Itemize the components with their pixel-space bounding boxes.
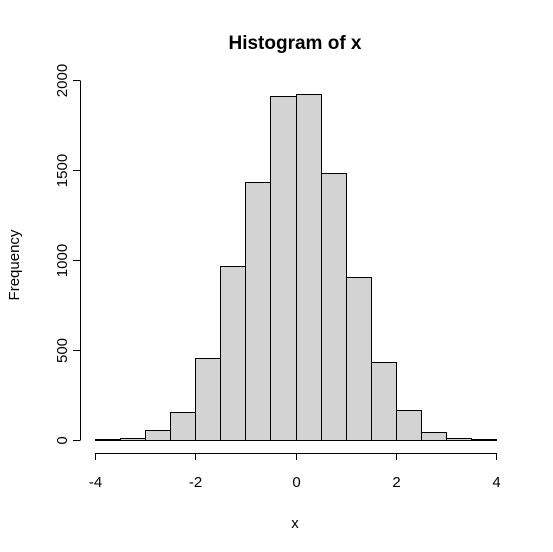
- histogram-bar: [321, 173, 347, 441]
- y-axis-ticks: 0 500 1000 1500 2000: [54, 64, 80, 445]
- x-tick-label: 4: [492, 474, 500, 491]
- histogram-bar: [120, 438, 146, 441]
- histogram-bar: [195, 358, 221, 441]
- x-tick-label: 0: [292, 474, 300, 491]
- histogram-bar: [471, 439, 497, 441]
- histogram-bar: [396, 410, 422, 441]
- y-tick-label: 0: [54, 436, 71, 444]
- x-axis-ticks: -4 -2 0 2 4: [89, 453, 501, 491]
- histogram-bar: [95, 439, 121, 441]
- chart-title: Histogram of x: [228, 33, 361, 54]
- x-tick-label: -4: [89, 474, 102, 491]
- x-tick-label: -2: [189, 474, 202, 491]
- x-axis-label: x: [291, 515, 299, 532]
- histogram-bar: [446, 438, 472, 441]
- histogram-bar: [371, 362, 397, 441]
- y-tick-label: 500: [54, 338, 71, 363]
- bars-group: [95, 94, 497, 441]
- x-tick-label: 2: [392, 474, 400, 491]
- histogram-bar: [170, 412, 196, 441]
- y-tick-label: 2000: [54, 64, 71, 97]
- y-axis-label: Frequency: [6, 229, 23, 300]
- histogram-bar: [346, 277, 372, 441]
- y-tick-label: 1500: [54, 154, 71, 187]
- histogram-bar: [145, 430, 171, 441]
- histogram-bar: [296, 94, 322, 441]
- y-tick-label: 1000: [54, 244, 71, 277]
- histogram-bar: [421, 432, 447, 441]
- histogram-bar: [220, 266, 246, 441]
- histogram-bar: [245, 182, 271, 441]
- histogram-bar: [270, 96, 297, 441]
